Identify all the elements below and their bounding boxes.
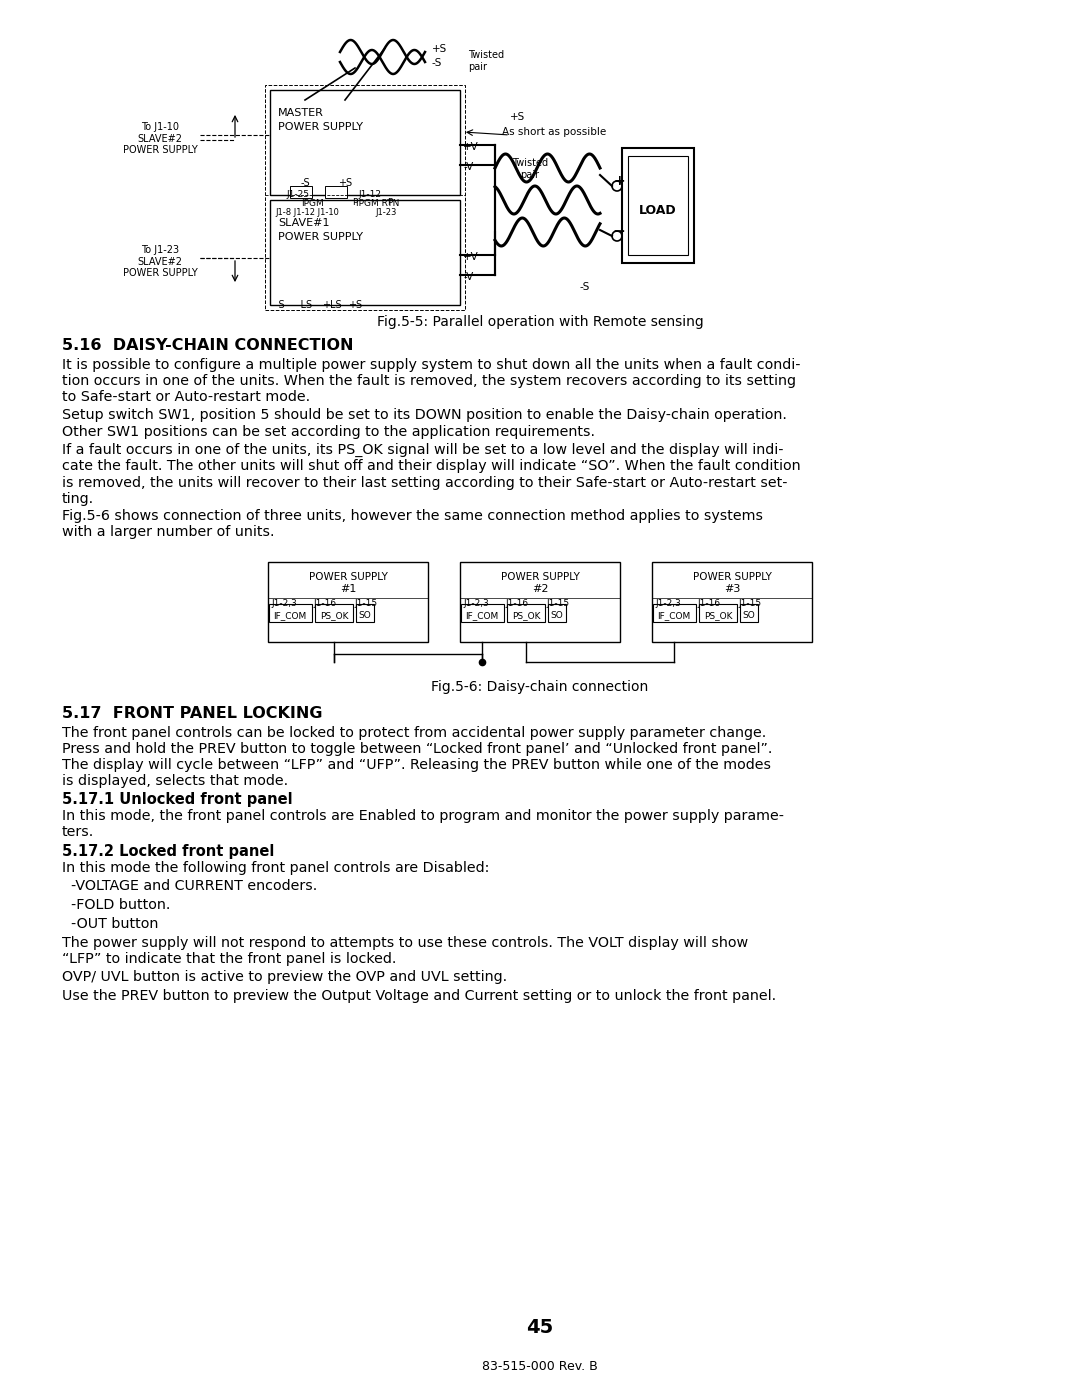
Text: +S: +S [510,112,525,122]
Text: SLAVE#1: SLAVE#1 [278,218,329,228]
Text: Fig.5-6: Daisy-chain connection: Fig.5-6: Daisy-chain connection [431,680,649,694]
Text: POWER SUPPLY: POWER SUPPLY [500,571,580,581]
Text: J1-16: J1-16 [313,599,337,608]
Text: J1-2,3: J1-2,3 [656,599,680,608]
Text: POWER SUPPLY: POWER SUPPLY [692,571,771,581]
Text: +V: +V [463,142,478,152]
Text: 83-515-000 Rev. B: 83-515-000 Rev. B [482,1361,598,1373]
Text: J1-2,3: J1-2,3 [463,599,489,608]
Text: SO: SO [359,610,372,620]
Text: To J1-10
SLAVE#2
POWER SUPPLY: To J1-10 SLAVE#2 POWER SUPPLY [123,122,198,155]
Text: J1-15: J1-15 [739,599,761,608]
Text: -OUT button: -OUT button [62,916,159,930]
Text: Fig.5-6 shows connection of three units, however the same connection method appl: Fig.5-6 shows connection of three units,… [62,509,762,539]
Text: +S: +S [432,43,447,54]
Text: +V: +V [463,251,478,263]
Text: #1: #1 [340,584,356,594]
Bar [315,604,353,622]
Text: -VOLTAGE and CURRENT encoders.: -VOLTAGE and CURRENT encoders. [62,879,318,894]
Bar [548,604,566,622]
Text: POWER SUPPLY: POWER SUPPLY [278,122,363,131]
Text: Twisted
pair: Twisted pair [512,158,548,180]
Bar [356,604,374,622]
Bar [652,562,812,641]
Text: POWER SUPPLY: POWER SUPPLY [309,571,388,581]
Bar [461,604,504,622]
Bar [622,148,694,263]
Text: 5.17.2 Locked front panel: 5.17.2 Locked front panel [62,844,274,859]
Bar [653,604,696,622]
Text: +S: +S [348,300,362,310]
Bar [291,186,312,198]
Text: PS_OK: PS_OK [512,610,540,620]
Text: -V: -V [463,162,473,172]
Text: -V: -V [463,272,473,282]
Text: Setup switch SW1, position 5 should be set to its DOWN position to enable the Da: Setup switch SW1, position 5 should be s… [62,408,787,439]
Text: J1-23: J1-23 [375,208,396,217]
Text: J1-8 J1-12 J1-10: J1-8 J1-12 J1-10 [275,208,339,217]
Text: It is possible to configure a multiple power supply system to shut down all the : It is possible to configure a multiple p… [62,358,800,404]
Text: 5.16  DAISY-CHAIN CONNECTION: 5.16 DAISY-CHAIN CONNECTION [62,338,353,353]
Text: The front panel controls can be locked to protect from accidental power supply p: The front panel controls can be locked t… [62,726,772,788]
Text: SO: SO [551,610,564,620]
Text: LOAD: LOAD [639,204,677,217]
Text: -FOLD button.: -FOLD button. [62,898,171,912]
Text: +S: +S [338,177,352,189]
Text: POWER SUPPLY: POWER SUPPLY [278,232,363,242]
Text: #3: #3 [724,584,740,594]
Text: SO: SO [743,610,755,620]
Text: OVP/ UVL button is active to preview the OVP and UVL setting.: OVP/ UVL button is active to preview the… [62,971,508,985]
Bar [270,200,460,305]
Text: -S: -S [275,300,285,310]
Text: In this mode, the front panel controls are Enabled to program and monitor the po: In this mode, the front panel controls a… [62,809,784,840]
Bar [270,89,460,196]
Bar [627,156,688,256]
Text: PS_OK: PS_OK [320,610,348,620]
Text: MASTER: MASTER [278,108,324,117]
Text: The power supply will not respond to attempts to use these controls. The VOLT di: The power supply will not respond to att… [62,936,748,965]
Bar [268,562,428,641]
Text: IF_COM: IF_COM [273,610,307,620]
Bar [740,604,758,622]
Text: 45: 45 [526,1317,554,1337]
Text: IPGM RTN: IPGM RTN [356,198,400,208]
Text: 5.17.1 Unlocked front panel: 5.17.1 Unlocked front panel [62,792,293,807]
Text: -S: -S [300,177,310,189]
Bar [460,562,620,641]
Bar [269,604,312,622]
Text: If a fault occurs in one of the units, its PS_OK signal will be set to a low lev: If a fault occurs in one of the units, i… [62,443,800,506]
Text: 5.17  FRONT PANEL LOCKING: 5.17 FRONT PANEL LOCKING [62,705,323,721]
Text: J1-16: J1-16 [505,599,528,608]
Text: -S: -S [580,282,591,292]
Text: IPGM: IPGM [300,198,323,208]
Text: Twisted
pair: Twisted pair [468,50,504,71]
Text: J1-25: J1-25 [286,190,310,198]
Text: −: − [612,224,625,239]
Text: Fig.5-5: Parallel operation with Remote sensing: Fig.5-5: Parallel operation with Remote … [377,314,703,330]
Bar [507,604,545,622]
Text: P: P [388,198,393,207]
Text: +LS: +LS [322,300,341,310]
Text: +: + [613,175,625,189]
Text: P: P [352,198,357,207]
Text: J1-2,3: J1-2,3 [271,599,297,608]
Bar [325,186,347,198]
Text: -LS: -LS [297,300,312,310]
Text: J1-15: J1-15 [546,599,569,608]
Text: Use the PREV button to preview the Output Voltage and Current setting or to unlo: Use the PREV button to preview the Outpu… [62,989,777,1003]
Text: J1-16: J1-16 [698,599,720,608]
Text: -S: -S [432,59,443,68]
Text: J1-12: J1-12 [359,190,381,198]
Bar [699,604,737,622]
Text: As short as possible: As short as possible [502,127,606,137]
Text: #2: #2 [531,584,549,594]
Text: In this mode the following front panel controls are Disabled:: In this mode the following front panel c… [62,861,489,875]
Text: IF_COM: IF_COM [465,610,499,620]
Text: To J1-23
SLAVE#2
POWER SUPPLY: To J1-23 SLAVE#2 POWER SUPPLY [123,244,198,278]
Text: J1-15: J1-15 [354,599,378,608]
Text: IF_COM: IF_COM [658,610,690,620]
Bar [265,85,465,310]
Text: PS_OK: PS_OK [704,610,732,620]
